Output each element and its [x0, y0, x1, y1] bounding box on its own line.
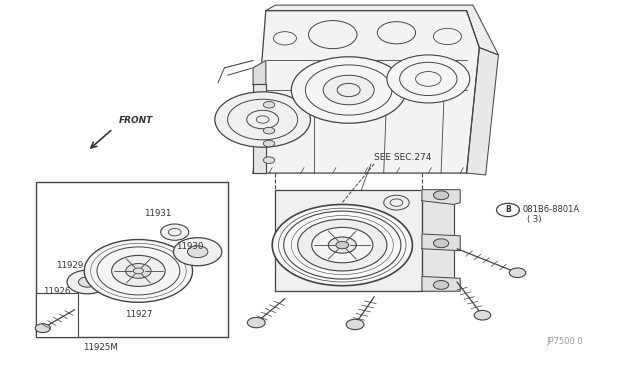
Circle shape — [387, 55, 470, 103]
Bar — [36, 182, 228, 337]
Circle shape — [272, 205, 412, 286]
Text: 11931: 11931 — [144, 209, 171, 218]
Circle shape — [497, 203, 520, 217]
Text: 11930: 11930 — [176, 243, 203, 251]
Circle shape — [84, 240, 193, 302]
Circle shape — [474, 310, 491, 320]
Text: SEE SEC.274: SEE SEC.274 — [374, 153, 431, 162]
Circle shape — [346, 319, 364, 330]
Polygon shape — [253, 84, 266, 173]
Circle shape — [312, 227, 373, 263]
Circle shape — [263, 157, 275, 163]
Text: 11925M: 11925M — [83, 343, 118, 352]
Circle shape — [173, 238, 222, 266]
Circle shape — [509, 268, 526, 278]
Polygon shape — [422, 190, 460, 205]
Circle shape — [433, 280, 449, 289]
Circle shape — [215, 92, 310, 147]
Circle shape — [188, 246, 208, 258]
Polygon shape — [467, 48, 499, 175]
Circle shape — [263, 102, 275, 108]
Circle shape — [328, 237, 356, 253]
Circle shape — [384, 195, 409, 210]
Text: 081B6-8801A: 081B6-8801A — [523, 205, 580, 215]
Circle shape — [263, 140, 275, 147]
Circle shape — [67, 270, 108, 294]
Circle shape — [336, 241, 349, 249]
Text: ( 3): ( 3) — [527, 215, 541, 224]
Circle shape — [291, 57, 406, 123]
Bar — [36, 293, 78, 337]
Text: 11927: 11927 — [125, 310, 152, 319]
Polygon shape — [422, 276, 460, 291]
Text: B: B — [505, 205, 511, 215]
Circle shape — [35, 324, 51, 333]
Circle shape — [161, 224, 189, 240]
Circle shape — [125, 263, 151, 278]
Polygon shape — [253, 11, 479, 173]
Circle shape — [111, 256, 165, 286]
Polygon shape — [253, 61, 266, 84]
Polygon shape — [422, 234, 460, 251]
Text: 11926: 11926 — [43, 287, 70, 296]
Circle shape — [247, 317, 265, 328]
Text: FRONT: FRONT — [119, 116, 154, 125]
Circle shape — [79, 277, 97, 287]
Circle shape — [433, 191, 449, 200]
Polygon shape — [266, 5, 499, 55]
Circle shape — [263, 127, 275, 134]
Circle shape — [298, 219, 387, 271]
Polygon shape — [275, 190, 422, 291]
Text: 11929: 11929 — [56, 261, 83, 270]
Text: JP7500 0: JP7500 0 — [546, 337, 583, 346]
Polygon shape — [422, 190, 454, 291]
Circle shape — [433, 239, 449, 248]
Circle shape — [323, 75, 374, 105]
